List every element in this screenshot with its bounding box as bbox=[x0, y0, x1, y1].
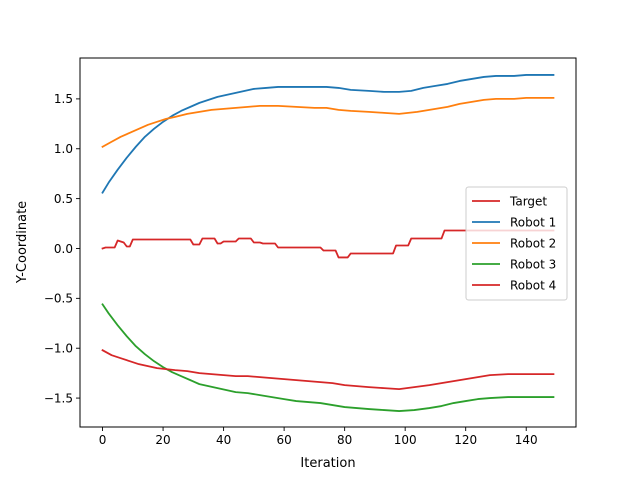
x-axis: 0 20 40 60 80 100 120 140 bbox=[99, 427, 538, 447]
y-tick-label: 0.5 bbox=[54, 192, 73, 206]
series-line-robot-3 bbox=[101, 303, 555, 412]
y-axis-label: Y-Coordinate bbox=[15, 201, 30, 284]
y-tick-label: −1.0 bbox=[44, 342, 73, 356]
plot-frame bbox=[79, 57, 577, 428]
y-tick-label: 0.0 bbox=[54, 242, 73, 256]
y-tick-label: −0.5 bbox=[44, 292, 73, 306]
x-tick-label: 0 bbox=[99, 433, 107, 447]
x-tick-label: 100 bbox=[394, 433, 417, 447]
x-axis-label: Iteration bbox=[300, 456, 355, 471]
x-tick-label: 20 bbox=[155, 433, 170, 447]
series-line-target bbox=[101, 229, 555, 259]
y-tick-label: 1.0 bbox=[54, 142, 73, 156]
legend-label: Robot 2 bbox=[510, 237, 556, 251]
legend-box bbox=[465, 186, 568, 301]
y-axis: −1.5 −1.0 −0.5 0.0 0.5 1.0 1.5 bbox=[44, 92, 80, 405]
y-tick-label: −1.5 bbox=[44, 391, 73, 405]
series-line-robot-1 bbox=[101, 74, 555, 194]
series-layer bbox=[101, 74, 555, 412]
legend-label: Robot 3 bbox=[510, 258, 556, 272]
series-line-robot-4 bbox=[101, 348, 555, 390]
x-tick-label: 80 bbox=[337, 433, 352, 447]
legend: Target Robot 1 Robot 2 Robot 3 Robot 4 bbox=[465, 186, 568, 301]
series-line-robot-2 bbox=[101, 96, 555, 148]
legend-label: Target bbox=[509, 195, 547, 209]
y-tick-label: 1.5 bbox=[54, 92, 73, 106]
legend-label: Robot 4 bbox=[510, 279, 556, 293]
x-tick-label: 60 bbox=[276, 433, 291, 447]
x-tick-label: 40 bbox=[216, 433, 231, 447]
x-tick-label: 140 bbox=[515, 433, 538, 447]
x-tick-label: 120 bbox=[454, 433, 477, 447]
legend-label: Robot 1 bbox=[510, 216, 556, 230]
